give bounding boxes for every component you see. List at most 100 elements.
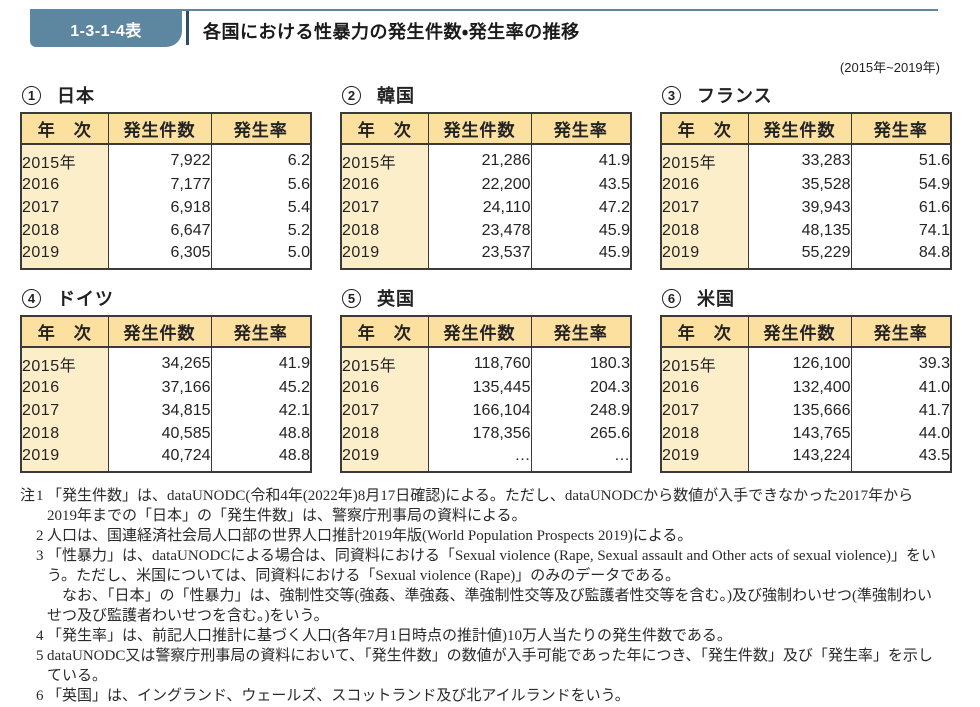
country-number: 3	[662, 85, 681, 105]
count-cell: 40,585	[107, 422, 211, 445]
rate-cell: 39.3	[850, 347, 951, 376]
table-row: 2016 132,400 41.0	[661, 376, 951, 399]
rate-cell: 51.6	[850, 144, 951, 173]
count-cell: 23,478	[427, 219, 531, 242]
table-row: 2017 166,104 248.9	[341, 399, 631, 422]
table-row: 2015年 7,922 6.2	[21, 144, 311, 173]
rate-cell: …	[530, 445, 631, 472]
country-table-section: 5 英国 年 次 発生件数 発生率 2015年 118,760 180.3 2016 1…	[340, 286, 632, 473]
rate-cell: 47.2	[530, 196, 631, 219]
country-label: 6 米国	[662, 286, 950, 310]
note-item: 2 人口は、国連経済社会局人口部の世界人口推計2019年版(World Popu…	[20, 526, 942, 546]
rate-cell: 41.7	[850, 399, 951, 422]
year-cell: 2016	[341, 173, 428, 196]
rate-cell: 84.8	[850, 242, 951, 269]
year-cell: 2019	[21, 445, 108, 472]
rate-cell: 45.9	[530, 242, 631, 269]
note-paragraph: dataUNODC又は警察庁刑事局の資料において、「発生件数」の数値が入手可能で…	[47, 648, 933, 684]
table-row: 2019 40,724 48.8	[21, 445, 311, 472]
note-number: 4	[36, 628, 44, 644]
table-row: 2019 23,537 45.9	[341, 242, 631, 269]
count-cell: 48,135	[747, 219, 851, 242]
year-cell: 2018	[21, 219, 108, 242]
note-number: 1	[36, 488, 44, 504]
col-header-rate: 発生率	[530, 112, 632, 145]
rate-cell: 43.5	[530, 173, 631, 196]
country-label: 5 英国	[342, 286, 630, 310]
table-row: 2018 48,135 74.1	[661, 219, 951, 242]
table-row: 2019 55,229 84.8	[661, 242, 951, 269]
stat-table: 年 次 発生件数 発生率 2015年 118,760 180.3 2016 135,44…	[340, 315, 632, 473]
count-cell: 24,110	[427, 196, 531, 219]
rate-cell: 41.9	[530, 144, 631, 173]
stat-table: 年 次 発生件数 発生率 2015年 21,286 41.9 2016 22,200 43…	[340, 112, 632, 270]
note-paragraph: なお、「日本」の「性暴力」は、強制性交等(強姦、準強姦、準強制性交等及び監護者性…	[47, 588, 932, 624]
col-header-rate: 発生率	[210, 315, 312, 348]
count-cell: 135,666	[747, 399, 851, 422]
country-tables-grid: 1 日本 年 次 発生件数 発生率 2015年 7,922 6.2 2016 7,177…	[20, 83, 952, 473]
country-name: フランス	[697, 86, 773, 106]
header-row: 年 次 発生件数 発生率	[340, 112, 632, 145]
col-header-rate: 発生率	[850, 112, 952, 145]
count-cell: 35,528	[747, 173, 851, 196]
country-label: 3 フランス	[662, 83, 950, 107]
country-name: 米国	[697, 289, 735, 309]
rate-cell: 42.1	[210, 399, 311, 422]
col-header-rate: 発生率	[530, 315, 632, 348]
year-cell: 2019	[661, 445, 748, 472]
count-cell: 55,229	[747, 242, 851, 269]
country-table-section: 1 日本 年 次 発生件数 発生率 2015年 7,922 6.2 2016 7,177…	[20, 83, 312, 270]
count-cell: 33,283	[747, 144, 851, 173]
col-header-rate: 発生率	[210, 112, 312, 145]
count-cell: 22,200	[427, 173, 531, 196]
year-cell: 2016	[661, 376, 748, 399]
year-cell: 2017	[21, 196, 108, 219]
year-cell: 2015年	[341, 144, 428, 173]
country-number: 5	[342, 288, 361, 308]
table-row: 2016 135,445 204.3	[341, 376, 631, 399]
count-cell: 178,356	[427, 422, 531, 445]
note-paragraph: 「性暴力」は、dataUNODCによる場合は、同資料における「Sexual vi…	[47, 548, 936, 584]
table-row: 2018 6,647 5.2	[21, 219, 311, 242]
year-cell: 2015年	[21, 144, 108, 173]
country-number: 6	[662, 288, 681, 308]
year-cell: 2016	[341, 376, 428, 399]
table-row: 2017 6,918 5.4	[21, 196, 311, 219]
count-cell: 37,166	[107, 376, 211, 399]
count-cell: 7,922	[107, 144, 211, 173]
count-cell: 40,724	[107, 445, 211, 472]
year-cell: 2018	[341, 219, 428, 242]
count-cell: 39,943	[747, 196, 851, 219]
country-table-section: 3 フランス 年 次 発生件数 発生率 2015年 33,283 51.6 2016 3…	[660, 83, 952, 270]
rate-cell: 6.2	[210, 144, 311, 173]
table-header: 1-3-1-4表 各国における性暴力の発生件数・発生率の推移	[30, 9, 938, 47]
table-row: 2018 23,478 45.9	[341, 219, 631, 242]
country-number: 1	[22, 85, 41, 105]
note-item: 3 「性暴力」は、dataUNODCによる場合は、同資料における「Sexual …	[20, 546, 942, 626]
col-header-year: 年 次	[20, 112, 109, 145]
note-item: 6 「英国」は、イングランド、ウェールズ、スコットランド及び北アイルランドをいう…	[20, 686, 942, 706]
note-number: 2	[36, 528, 44, 544]
stat-table: 年 次 発生件数 発生率 2015年 126,100 39.3 2016 132,400…	[660, 315, 952, 473]
table-row: 2015年 34,265 41.9	[21, 347, 311, 376]
rate-cell: 265.6	[530, 422, 631, 445]
count-cell: 132,400	[747, 376, 851, 399]
rate-cell: 5.2	[210, 219, 311, 242]
note-text: dataUNODC又は警察庁刑事局の資料において、「発生件数」の数値が入手可能で…	[47, 646, 942, 686]
header-row: 年 次 発生件数 発生率	[340, 315, 632, 348]
table-row: 2016 35,528 54.9	[661, 173, 951, 196]
table-row: 2016 7,177 5.6	[21, 173, 311, 196]
count-cell: 23,537	[427, 242, 531, 269]
year-cell: 2015年	[21, 347, 108, 376]
note-number: 3	[36, 548, 44, 564]
header-row: 年 次 発生件数 発生率	[20, 112, 312, 145]
note-text: 「性暴力」は、dataUNODCによる場合は、同資料における「Sexual vi…	[47, 546, 942, 626]
note-text: 「発生件数」は、dataUNODC(令和4年(2022年)8月17日確認)による…	[47, 486, 942, 526]
year-cell: 2015年	[661, 347, 748, 376]
col-header-count: 発生件数	[427, 315, 532, 348]
year-cell: 2017	[661, 399, 748, 422]
year-cell: 2018	[341, 422, 428, 445]
rate-cell: 45.9	[530, 219, 631, 242]
count-cell: 7,177	[107, 173, 211, 196]
note-paragraph: 「発生件数」は、dataUNODC(令和4年(2022年)8月17日確認)による…	[47, 488, 914, 524]
